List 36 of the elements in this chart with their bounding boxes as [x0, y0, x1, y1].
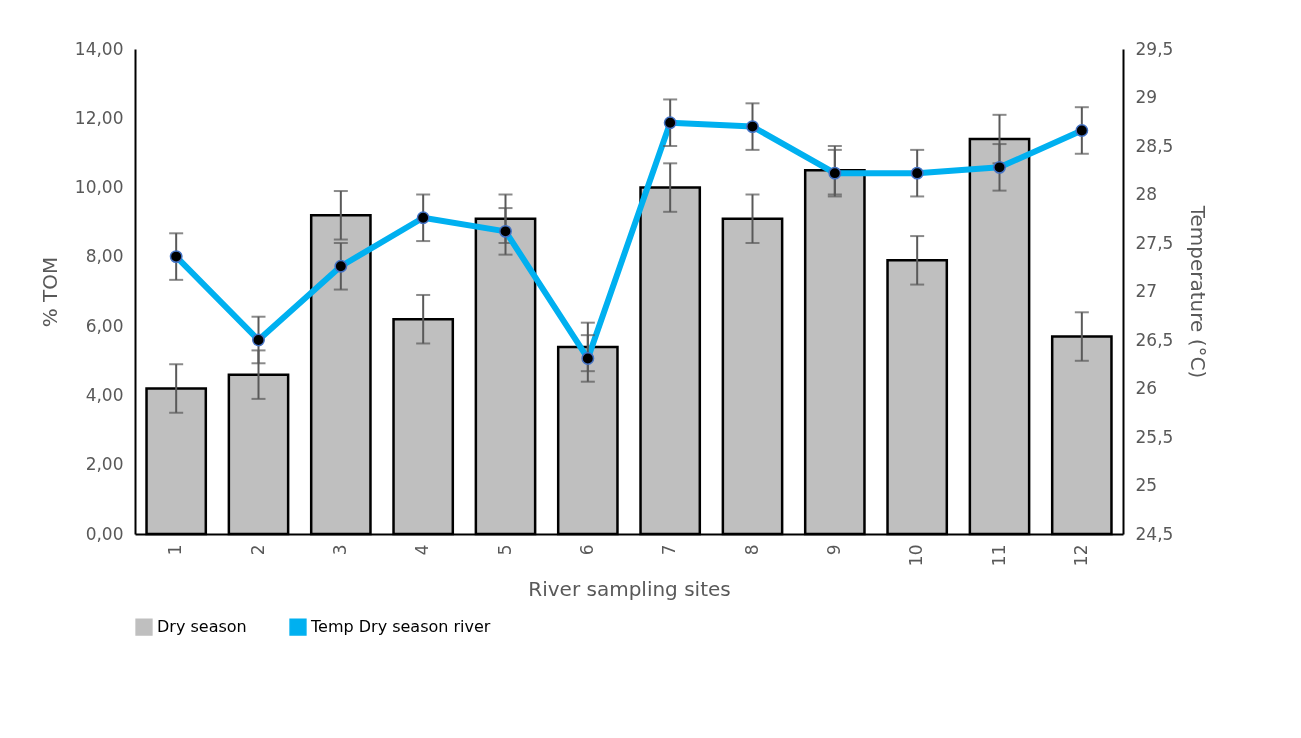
y-tick-label: 0,00 — [85, 523, 124, 544]
x-tick-label: 4 — [412, 544, 433, 556]
x-tick-label: 6 — [576, 544, 597, 556]
y-tick-label: 14,00 — [74, 38, 124, 59]
x-tick-label: 10 — [906, 544, 927, 567]
y2-tick-label: 27,5 — [1135, 232, 1174, 253]
x-tick-label: 3 — [329, 544, 350, 556]
y-tick-label: 8,00 — [85, 246, 124, 267]
y-tick-label: 2,00 — [85, 454, 124, 475]
y-tick-label: 6,00 — [85, 315, 124, 336]
y2-tick-label: 25 — [1135, 475, 1158, 495]
y2-tick-label: 27 — [1135, 281, 1158, 301]
y2-tick-label: 28 — [1135, 184, 1158, 204]
x-tick-label: 9 — [823, 544, 844, 556]
y2-tick-label: 29,5 — [1135, 38, 1174, 59]
y2-tick-label: 24,5 — [1135, 523, 1174, 544]
y2-tick-label: 28,5 — [1135, 135, 1174, 156]
x-tick-label: 8 — [741, 544, 762, 556]
x-tick-label: 5 — [494, 544, 515, 556]
y2-tick-label: 29 — [1135, 87, 1158, 107]
y2-tick-label: 26 — [1135, 378, 1158, 398]
y2-tick-label: 26,5 — [1135, 329, 1174, 350]
y-tick-label: 12,00 — [74, 107, 124, 128]
y-tick-label: 4,00 — [85, 384, 124, 405]
legend-label: Temp Dry season river — [310, 617, 491, 637]
y2-tick-label: 25,5 — [1135, 426, 1174, 447]
x-tick-label: 7 — [659, 544, 680, 556]
x-tick-label: 2 — [247, 544, 268, 556]
x-tick-label: 11 — [988, 544, 1009, 567]
y-tick-label: 10,00 — [74, 177, 124, 198]
legend-label: Dry season — [157, 617, 247, 637]
y-axis-title: % TOM — [37, 256, 62, 328]
x-tick-label: 12 — [1070, 544, 1091, 567]
x-tick-label: 1 — [165, 544, 186, 556]
y2-axis-title: Temperature (°C) — [1186, 204, 1211, 379]
x-axis-title: River sampling sites — [528, 577, 731, 602]
